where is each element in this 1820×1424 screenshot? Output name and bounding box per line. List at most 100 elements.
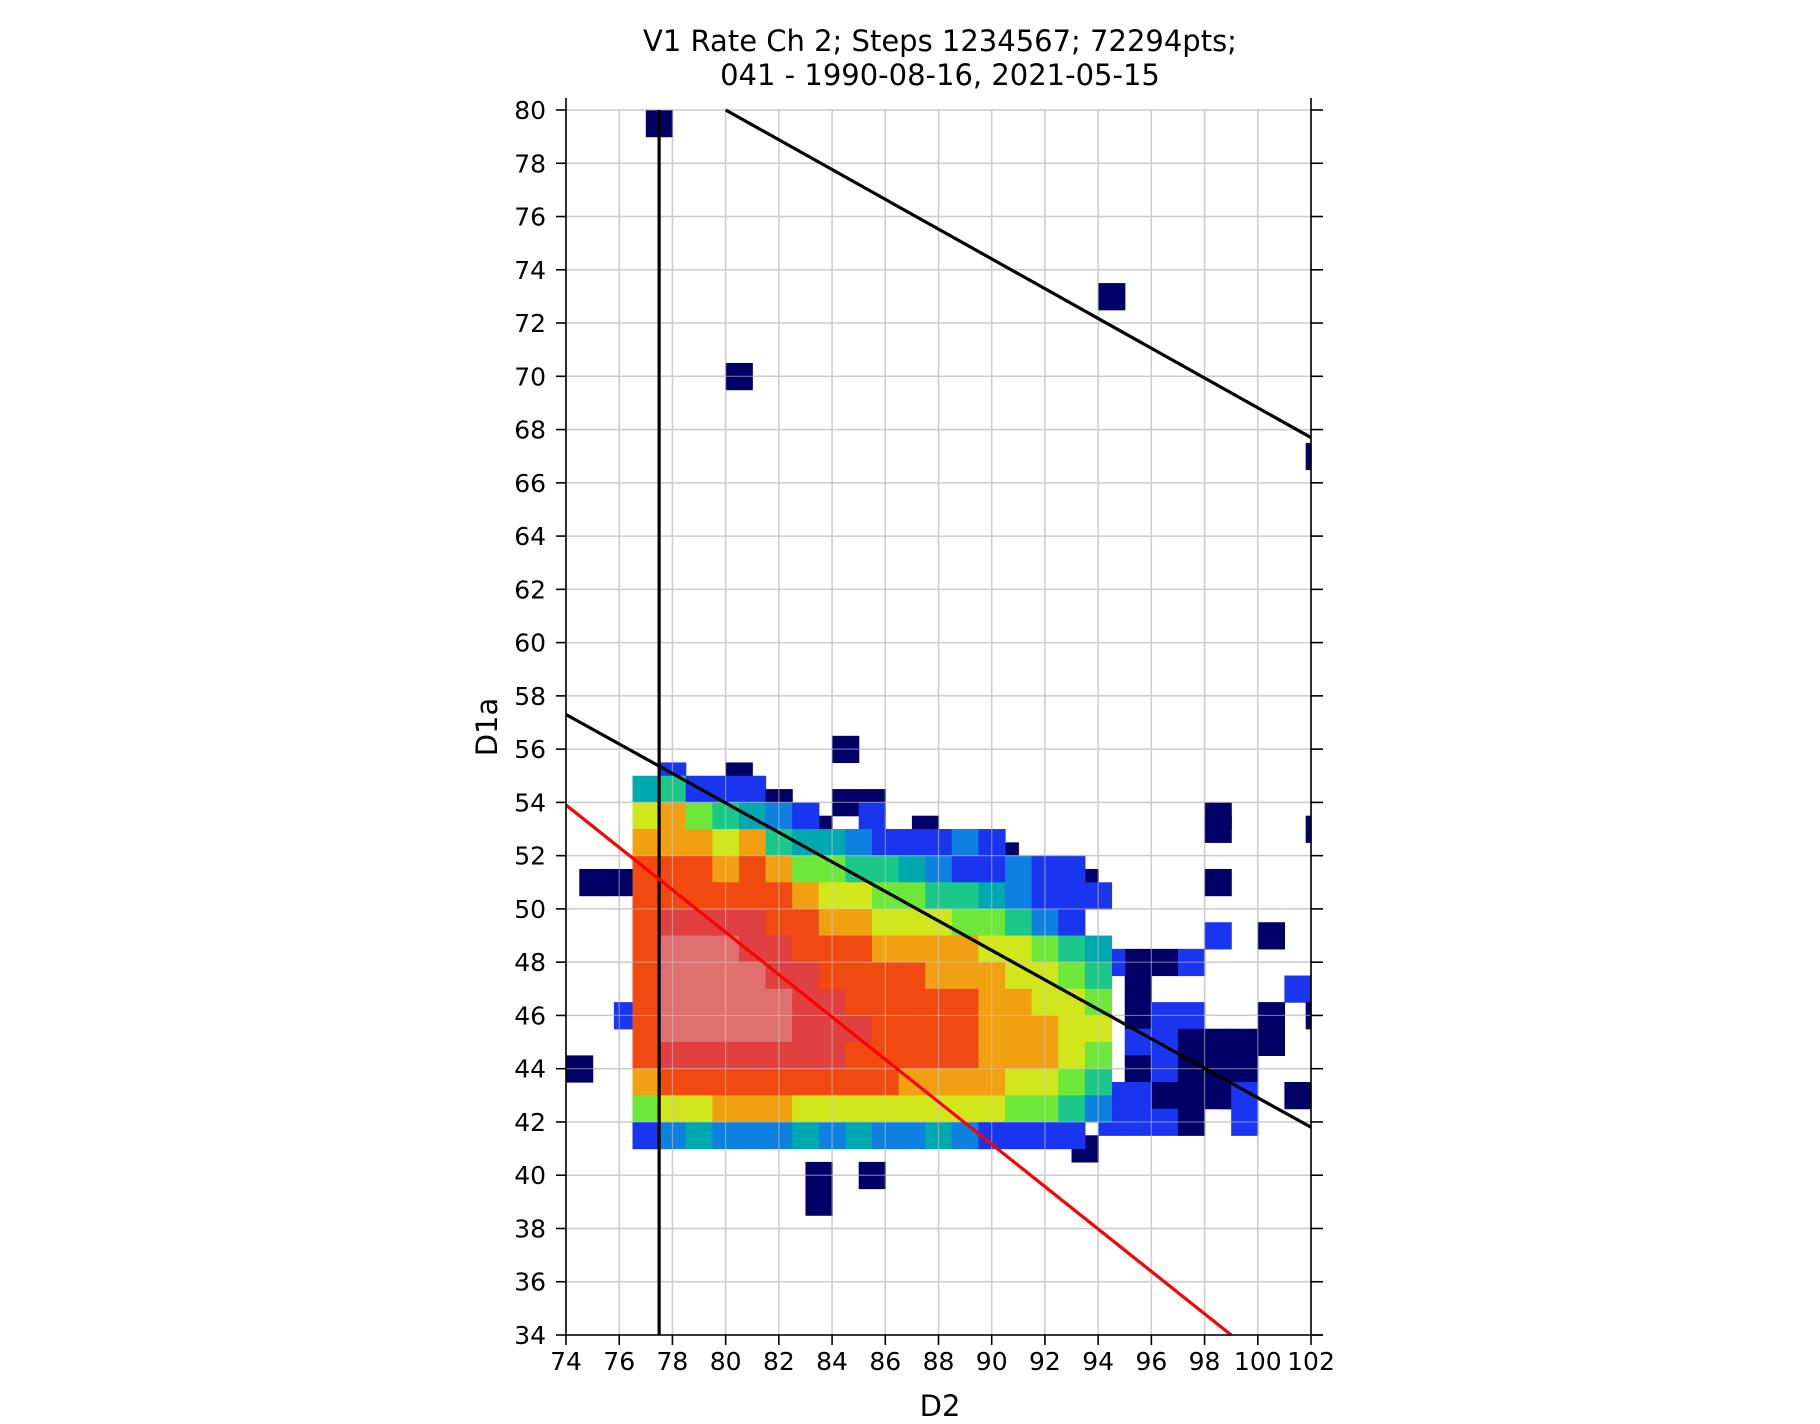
y-axis-label: D1a — [470, 698, 504, 757]
x-tick-label: 78 — [657, 1347, 689, 1376]
heatmap-cell — [792, 802, 820, 830]
heatmap-cell — [1284, 975, 1312, 1003]
heatmap-cell — [1058, 1068, 1086, 1096]
chart-title-line-2: 041 - 1990-08-16, 2021-05-15 — [720, 58, 1160, 92]
heatmap-cell — [632, 882, 660, 910]
heatmap-cell — [632, 1068, 660, 1096]
y-tick-label: 44 — [514, 1055, 546, 1084]
y-tick-label: 34 — [514, 1321, 546, 1350]
heatmap-cell — [792, 855, 820, 883]
heatmap-cell — [858, 802, 886, 830]
heatmap-cell — [1124, 975, 1152, 1003]
heatmap-cell — [898, 1042, 926, 1070]
heatmap-cell — [1058, 935, 1086, 963]
heatmap-cell — [1204, 1028, 1232, 1056]
heatmap-cell — [738, 1095, 767, 1123]
heatmap-cell — [738, 1121, 767, 1150]
heatmap-cell — [1058, 1042, 1086, 1070]
heatmap-cell — [951, 988, 980, 1017]
heatmap-cell — [1204, 815, 1232, 843]
y-tick-label: 38 — [514, 1214, 546, 1243]
heatmap-cell — [738, 1015, 767, 1043]
y-tick-label: 50 — [514, 895, 546, 924]
y-tick-label: 40 — [514, 1161, 546, 1190]
heatmap-cell — [738, 775, 767, 803]
heatmap-cell — [1204, 1082, 1232, 1110]
heatmap-cell — [1005, 1042, 1033, 1070]
chart-title-line-1: V1 Rate Ch 2; Steps 1234567; 72294pts; — [643, 24, 1237, 58]
heatmap-cell — [1058, 882, 1086, 910]
heatmap-cell — [845, 882, 873, 910]
heatmap-cell — [845, 829, 873, 857]
y-tick-label: 78 — [514, 149, 546, 178]
heatmap-cell — [1005, 935, 1033, 963]
heatmap-cell — [685, 1095, 713, 1123]
heatmap-cell — [1098, 283, 1126, 311]
x-tick-label: 86 — [869, 1347, 901, 1376]
heatmap-cell — [845, 1068, 873, 1096]
heatmap-cell — [1058, 855, 1086, 883]
heatmap-cell — [1257, 922, 1285, 950]
heatmap-cell — [685, 829, 713, 857]
x-tick-label: 90 — [976, 1347, 1008, 1376]
heatmap-cell — [685, 1015, 713, 1043]
heatmap-cell — [1305, 815, 1312, 843]
heatmap-cell — [792, 962, 820, 990]
heatmap-cell — [792, 882, 820, 910]
heatmap-cell — [845, 935, 873, 963]
heatmap-cell — [685, 802, 713, 830]
x-tick-label: 96 — [1135, 1347, 1167, 1376]
heatmap-cell — [845, 1121, 873, 1150]
heatmap-cell — [951, 1068, 980, 1096]
heatmap-cell — [632, 935, 660, 963]
heatmap-cell — [738, 962, 767, 990]
x-tick-label: 88 — [923, 1347, 955, 1376]
heatmap-cell — [1305, 442, 1312, 471]
heatmap-cell — [898, 829, 926, 857]
heatmap-cell — [1005, 1015, 1033, 1043]
heatmap-cell — [738, 1042, 767, 1070]
heatmap-cell — [1204, 922, 1232, 950]
heatmap-cell — [1284, 1082, 1312, 1110]
x-axis-ticks: 74 76 78 80 82 84 86 88 90 92 94 96 98 100 102 — [550, 1335, 1335, 1376]
heatmap-cell — [632, 1042, 660, 1070]
heatmap-cell — [792, 1121, 820, 1150]
x-tick-label: 84 — [816, 1347, 848, 1376]
heatmap-cell — [685, 962, 713, 990]
heatmap-cell — [951, 1095, 980, 1123]
y-tick-label: 72 — [514, 309, 546, 338]
heatmap-cell — [632, 1121, 660, 1150]
heatmap-cell — [1257, 1028, 1285, 1056]
heatmap-cell — [738, 908, 767, 937]
y-tick-label: 58 — [514, 682, 546, 711]
heatmap-cell — [1177, 1082, 1206, 1110]
heatmap-cell — [951, 829, 980, 857]
heatmap-cell — [1124, 1082, 1152, 1110]
heatmap-cell — [845, 908, 873, 937]
heatmap-cell — [1005, 855, 1033, 883]
heatmap-cell — [898, 855, 926, 883]
axes — [565, 98, 1323, 1336]
y-tick-label: 48 — [514, 948, 546, 977]
heatmap-cell — [951, 882, 980, 910]
heatmap-cell — [1058, 988, 1086, 1017]
heatmap-cell — [632, 908, 660, 937]
heatmap-cell — [738, 988, 767, 1017]
heatmap-cell — [792, 1068, 820, 1096]
y-tick-label: 74 — [514, 256, 546, 285]
heatmap-cell — [738, 855, 767, 883]
heatmap-cell — [632, 802, 660, 830]
heatmap-cell — [1058, 908, 1086, 937]
heatmap-cell — [898, 962, 926, 990]
heatmap-cell — [632, 775, 660, 803]
x-axis-label: D2 — [920, 1389, 961, 1423]
heatmap-cell — [845, 962, 873, 990]
heatmap-cell — [1058, 1121, 1086, 1150]
heatmap-cell — [1005, 882, 1033, 910]
heatmap-cell — [738, 1068, 767, 1096]
heatmap-cell — [738, 802, 767, 830]
y-tick-label: 46 — [514, 1001, 546, 1030]
heatmap-cell — [805, 1188, 833, 1216]
heatmap-cell — [898, 935, 926, 963]
heatmap-cell — [685, 855, 713, 883]
